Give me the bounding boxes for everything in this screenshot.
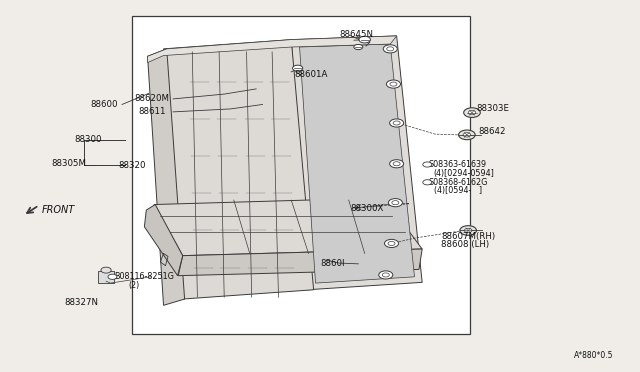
Polygon shape xyxy=(178,249,422,276)
Circle shape xyxy=(354,44,363,49)
Text: 88600: 88600 xyxy=(90,100,118,109)
Text: 88601A: 88601A xyxy=(294,70,328,79)
Circle shape xyxy=(388,241,395,246)
Text: B08116-8251G: B08116-8251G xyxy=(115,272,174,281)
Circle shape xyxy=(392,201,399,205)
Text: 88327N: 88327N xyxy=(65,298,99,307)
Polygon shape xyxy=(148,49,184,305)
Text: S08363-61639: S08363-61639 xyxy=(429,160,486,169)
Polygon shape xyxy=(154,198,422,256)
Circle shape xyxy=(382,273,389,277)
Text: 8860I: 8860I xyxy=(320,259,344,268)
Circle shape xyxy=(359,36,371,43)
Text: 88300: 88300 xyxy=(74,135,102,144)
Circle shape xyxy=(463,133,470,137)
Circle shape xyxy=(393,121,400,125)
Polygon shape xyxy=(164,39,314,299)
Circle shape xyxy=(465,228,472,232)
Text: 88608 (LH): 88608 (LH) xyxy=(442,240,490,249)
Text: A*880*0.5: A*880*0.5 xyxy=(574,351,614,360)
Polygon shape xyxy=(145,205,182,276)
Text: S08368-6162G: S08368-6162G xyxy=(429,178,488,187)
Circle shape xyxy=(390,82,397,86)
Polygon shape xyxy=(148,36,397,62)
Circle shape xyxy=(459,130,475,140)
Circle shape xyxy=(383,45,397,53)
Circle shape xyxy=(379,271,393,279)
Circle shape xyxy=(385,239,399,247)
Circle shape xyxy=(108,274,117,279)
Circle shape xyxy=(393,162,400,166)
Circle shape xyxy=(101,267,111,273)
Bar xyxy=(132,16,470,334)
Text: 88305M: 88305M xyxy=(52,159,87,168)
Circle shape xyxy=(390,119,404,127)
Text: (2): (2) xyxy=(129,281,140,290)
Text: (4)[0594-   ]: (4)[0594- ] xyxy=(434,186,482,195)
Circle shape xyxy=(388,199,403,207)
Circle shape xyxy=(464,108,480,118)
Circle shape xyxy=(423,180,432,185)
Text: 88642: 88642 xyxy=(478,126,506,136)
Circle shape xyxy=(423,162,432,167)
Text: 88645N: 88645N xyxy=(339,29,373,39)
Text: 88607M(RH): 88607M(RH) xyxy=(442,231,495,241)
Circle shape xyxy=(292,65,303,71)
Polygon shape xyxy=(291,36,422,290)
Circle shape xyxy=(387,47,394,51)
Circle shape xyxy=(390,160,404,168)
Circle shape xyxy=(387,80,401,88)
Text: 88611: 88611 xyxy=(138,108,166,116)
Polygon shape xyxy=(300,44,415,283)
Text: (4)[0294-0594]: (4)[0294-0594] xyxy=(434,169,495,177)
Circle shape xyxy=(468,110,476,115)
Circle shape xyxy=(460,226,476,235)
Text: 88320: 88320 xyxy=(119,161,147,170)
Bar xyxy=(99,271,114,283)
Text: 88300X: 88300X xyxy=(351,204,384,213)
Text: 88303E: 88303E xyxy=(476,104,509,113)
Text: 88620M: 88620M xyxy=(135,94,170,103)
Text: FRONT: FRONT xyxy=(42,205,76,215)
